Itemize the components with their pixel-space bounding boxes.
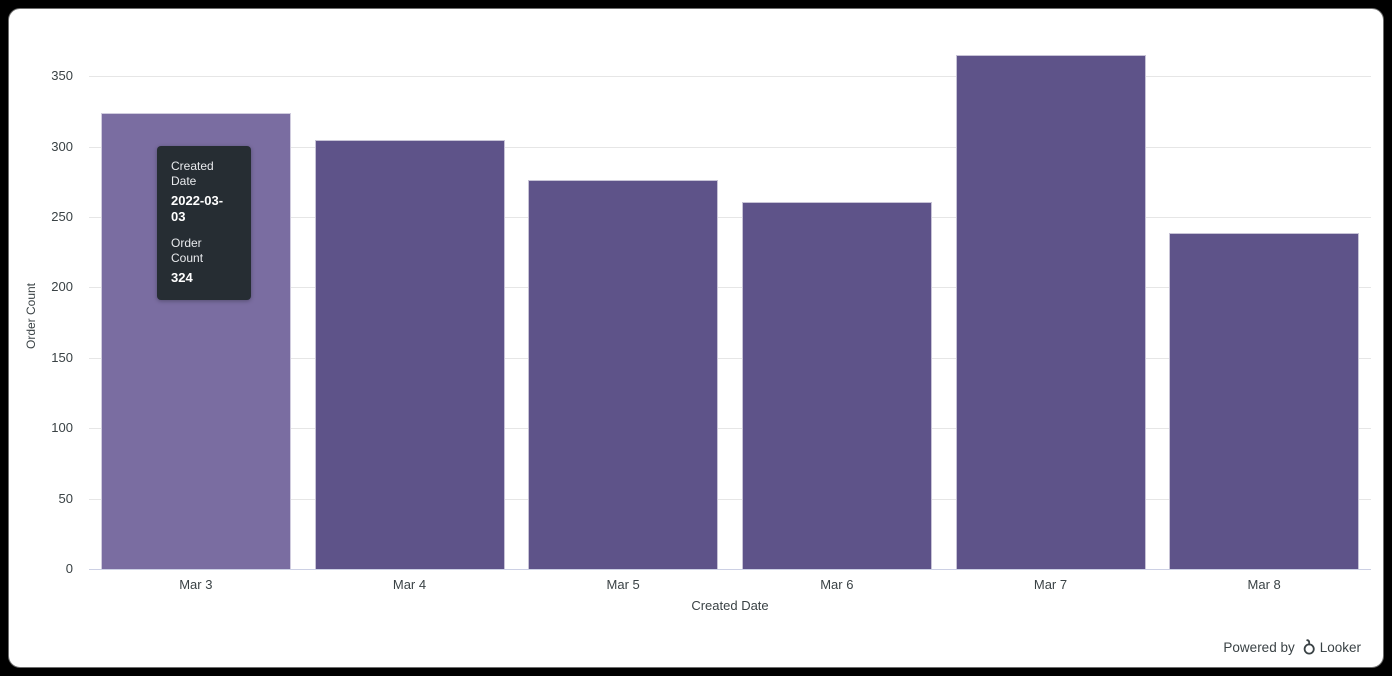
x-tick-label-mar-6: Mar 6	[820, 577, 854, 592]
bar-mar-6[interactable]	[741, 201, 932, 569]
y-tick-label-200: 200	[51, 279, 73, 295]
gridline-150	[89, 357, 1371, 359]
x-axis-title: Created Date	[691, 598, 769, 613]
bar-mar-7[interactable]	[955, 55, 1146, 569]
powered-by-looker[interactable]: Powered by Looker	[1223, 638, 1361, 656]
chart-card: 0 50 100 150 200 250 300 350 Mar 3 Mar 4 Mar 5 Mar …	[8, 8, 1384, 668]
looker-brand-text: Looker	[1319, 639, 1361, 655]
gridline-100	[89, 428, 1371, 430]
bar-mar-5[interactable]	[528, 180, 719, 569]
gridline-350	[89, 76, 1371, 78]
bar-mar-8[interactable]	[1169, 232, 1360, 569]
x-tick-label-mar-7: Mar 7	[1033, 577, 1068, 592]
looker-logo-icon	[1303, 639, 1315, 655]
bar-mar-3[interactable]	[100, 112, 291, 569]
y-tick-label-350: 350	[51, 68, 73, 84]
x-tick-label-mar-4: Mar 4	[392, 577, 427, 592]
x-axis-line	[89, 569, 1371, 570]
gridline-250	[89, 217, 1371, 219]
y-tick-label-300: 300	[51, 138, 73, 154]
gridline-50	[89, 498, 1371, 500]
y-axis-title: Order Count	[24, 282, 38, 350]
bar-mar-4[interactable]	[314, 139, 505, 569]
x-tick-label-mar-8: Mar 8	[1247, 577, 1281, 592]
x-tick-label-mar-5: Mar 5	[606, 577, 640, 592]
y-tick-label-0: 0	[65, 561, 73, 576]
plot-area: 0 50 100 150 200 250 300 350 Mar 3 Mar 4 Mar 5 Mar …	[9, 9, 1383, 667]
x-tick-label-mar-3: Mar 3	[179, 577, 213, 592]
y-tick-label-150: 150	[51, 349, 73, 365]
y-tick-label-250: 250	[51, 209, 73, 225]
y-tick-label-100: 100	[51, 420, 73, 436]
gridline-200	[89, 287, 1371, 289]
y-tick-label-50: 50	[58, 490, 73, 506]
powered-by-text: Powered by	[1223, 639, 1295, 655]
gridline-300	[89, 146, 1371, 148]
